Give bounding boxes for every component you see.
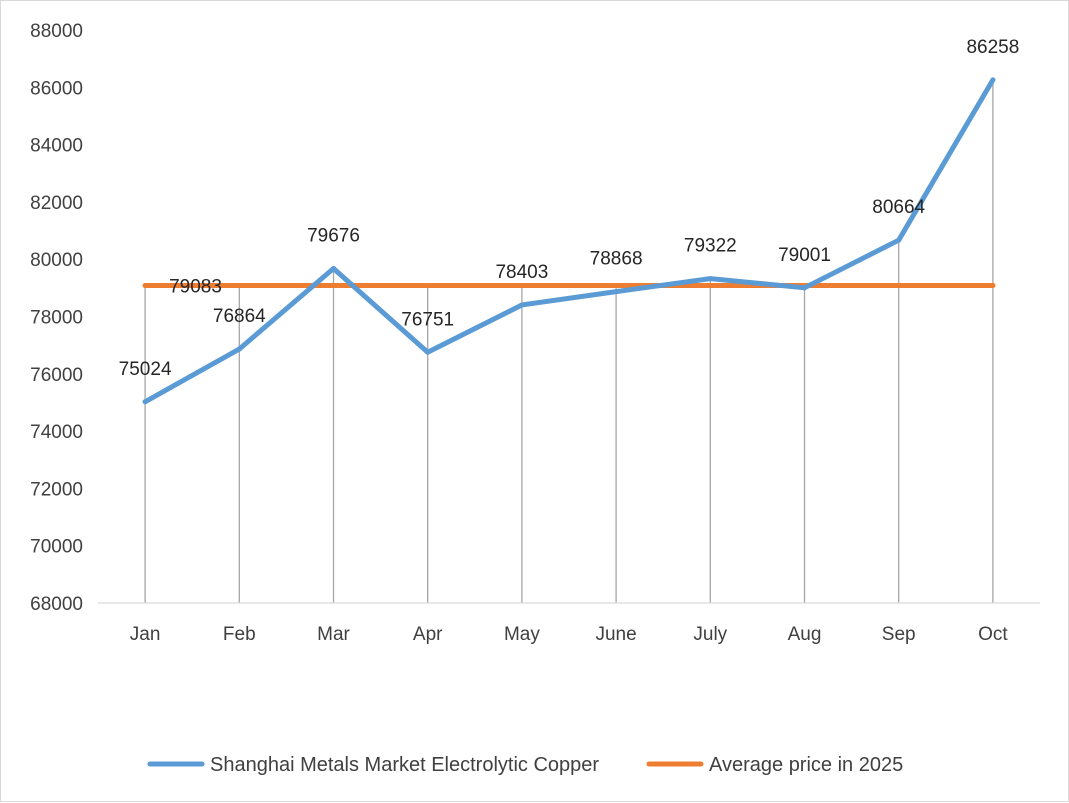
copper-series (142, 77, 996, 405)
x-tick-label: July (693, 624, 727, 645)
x-tick-label: June (595, 624, 636, 645)
x-tick-label: Feb (223, 624, 256, 645)
y-tick-label: 72000 (30, 479, 83, 500)
legend-average-label: Average price in 2025 (709, 754, 903, 776)
data-labels: 75024 76864 79676 76751 78403 78868 79322 79001… (119, 37, 1020, 380)
x-tick-label: Sep (882, 624, 916, 645)
y-tick-label: 84000 (30, 136, 83, 157)
copper-point (236, 346, 242, 352)
y-axis-ticks: 68000 70000 72000 74000 76000 78000 80000 82000… (30, 21, 83, 615)
y-tick-label: 80000 (30, 250, 83, 271)
copper-point (990, 77, 996, 83)
drop-lines (144, 79, 994, 603)
copper-data-label: 79001 (778, 245, 831, 266)
copper-data-label: 79322 (684, 236, 737, 257)
copper-data-label: 76864 (213, 306, 266, 327)
copper-line (142, 77, 996, 405)
copper-data-label: 76751 (401, 309, 454, 330)
average-point (896, 282, 902, 288)
y-tick-label: 70000 (30, 537, 83, 558)
average-data-label: 79083 (169, 276, 222, 297)
average-point (331, 282, 336, 288)
copper-point (896, 237, 902, 243)
copper-data-label: 79676 (307, 225, 360, 246)
copper-point (331, 265, 336, 271)
y-tick-label: 88000 (30, 21, 83, 42)
copper-point (425, 349, 431, 355)
average-point (142, 282, 148, 288)
average-point (707, 282, 713, 288)
copper-point (613, 289, 619, 295)
x-tick-label: Mar (317, 624, 350, 645)
x-tick-label: Apr (413, 624, 443, 645)
average-point (990, 282, 996, 288)
copper-data-label: 78868 (590, 249, 643, 270)
copper-point (707, 276, 713, 282)
average-point (425, 282, 431, 288)
average-series (142, 282, 996, 288)
x-axis-ticks: Jan Feb Mar Apr May June July Aug Sep Oct (130, 624, 1009, 645)
average-point (236, 282, 242, 288)
copper-point (802, 285, 807, 291)
y-tick-label: 76000 (30, 365, 83, 386)
average-point (519, 282, 525, 288)
copper-point (519, 302, 525, 308)
x-tick-label: Aug (788, 624, 822, 645)
copper-point (142, 399, 148, 405)
average-point (613, 282, 619, 288)
x-tick-label: Oct (978, 624, 1008, 645)
y-tick-label: 78000 (30, 308, 83, 329)
y-tick-label: 74000 (30, 422, 83, 443)
y-tick-label: 86000 (30, 78, 83, 99)
y-tick-label: 68000 (30, 594, 83, 615)
legend: Shanghai Metals Market Electrolytic Copp… (147, 754, 903, 776)
copper-data-label: 78403 (495, 262, 548, 283)
x-tick-label: May (504, 624, 540, 645)
copper-data-label: 80664 (872, 197, 925, 218)
copper-data-label: 86258 (966, 37, 1019, 58)
legend-copper-label: Shanghai Metals Market Electrolytic Copp… (210, 754, 599, 776)
copper-data-label: 75024 (119, 359, 172, 380)
y-tick-label: 82000 (30, 193, 83, 214)
x-tick-label: Jan (130, 624, 161, 645)
